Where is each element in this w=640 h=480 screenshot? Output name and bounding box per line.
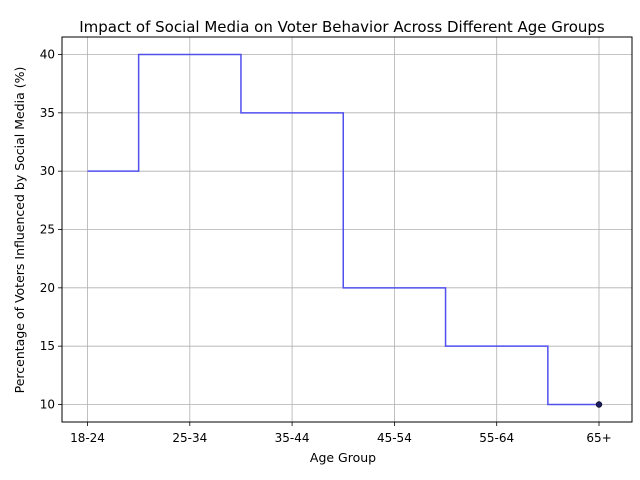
y-tick-label: 35 (40, 106, 55, 120)
x-tick-label: 45-54 (377, 431, 412, 445)
ticks: 18-24 25-34 35-44 45-54 55-64 65+ 10 15 20 25 30 35… (40, 48, 612, 446)
chart-title: Impact of Social Media on Voter Behavior… (79, 18, 605, 36)
data-point-marker (595, 401, 603, 408)
x-tick-label: 18-24 (70, 431, 105, 445)
y-axis-label: Percentage of Voters Influenced by Socia… (12, 67, 27, 394)
y-tick-label: 15 (40, 339, 55, 353)
series-layer (87, 53, 603, 408)
x-tick-label: 55-64 (479, 431, 514, 445)
y-tick-label: 30 (40, 164, 55, 178)
series-line (87, 53, 599, 406)
y-tick-label: 10 (40, 398, 55, 412)
y-tick-label: 20 (40, 281, 55, 295)
x-tick-label: 25-34 (172, 431, 207, 445)
x-tick-label: 65+ (586, 431, 611, 445)
grid (62, 37, 632, 422)
y-tick-label: 25 (40, 223, 55, 237)
x-axis-label: Age Group (310, 450, 376, 465)
x-tick-label: 35-44 (275, 431, 310, 445)
y-tick-label: 40 (40, 48, 55, 62)
